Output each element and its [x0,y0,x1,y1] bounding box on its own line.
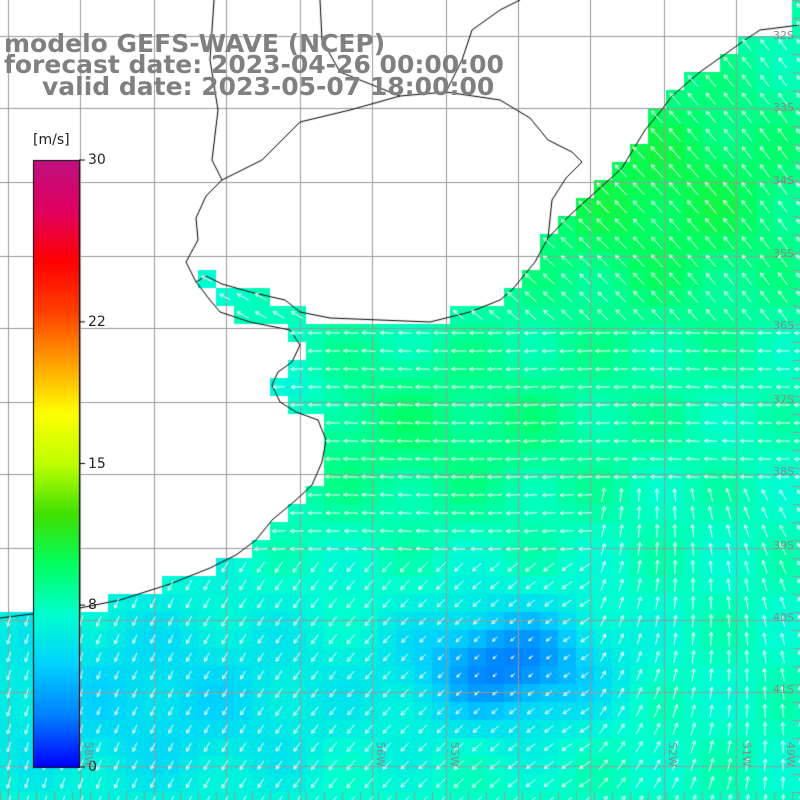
latitude-label: 33S [773,101,794,114]
title-forecast-date: forecast date: 2023-04-26 00:00:00 [4,50,504,79]
latitude-label: 37S [773,393,794,406]
latitude-label: 39S [773,539,794,552]
colorbar-tick-label: 0 [88,759,97,775]
latitude-label: 35S [773,247,794,260]
longitude-label: 52W [666,742,679,767]
latitude-label: 40S [773,611,794,624]
colorbar-tick-label: 8 [88,597,97,614]
colorbar-tick-label: 22 [88,313,106,330]
longitude-label: 58W [82,742,95,767]
colorbar-tick-label: 15 [88,455,106,472]
title-model: modelo GEFS-WAVE (NCEP) [4,29,386,58]
latitude-label: 34S [773,174,794,187]
longitude-label: 49W [784,742,797,767]
latitude-label: 38S [773,465,794,478]
longitude-label: 51W [740,742,753,767]
longitude-label: 55W [448,742,461,767]
colorbar-tick-label: 30 [88,152,106,168]
latitude-label: 36S [773,319,794,332]
colorbar-unit-label: [m/s] [33,132,70,148]
latitude-label: 32S [773,29,794,42]
title-valid-date: valid date: 2023-05-07 18:00:00 [42,72,495,101]
longitude-label: 56W [374,742,387,767]
latitude-label: 41S [773,683,794,696]
